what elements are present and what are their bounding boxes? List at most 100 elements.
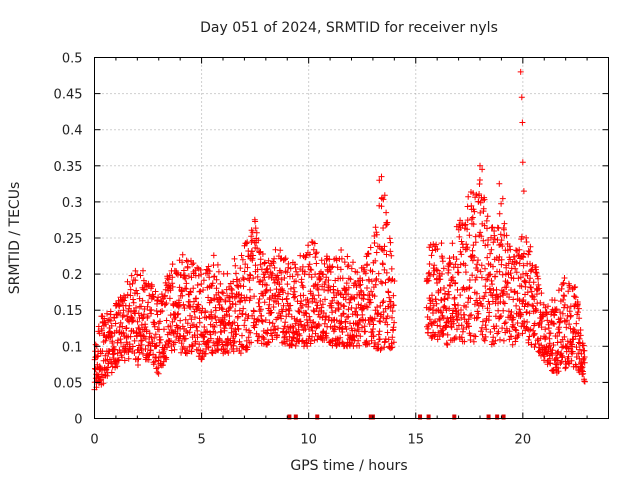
data-point [154,311,161,318]
data-point [435,307,442,313]
data-point [577,327,584,333]
data-point [371,293,378,300]
data-point [261,259,268,266]
data-point [580,370,587,377]
data-point [496,180,503,187]
zero-marker [418,414,423,420]
data-point [232,301,239,308]
data-point [284,269,291,276]
x-tick-label: 5 [197,433,205,448]
data-point [482,333,489,340]
data-point [216,301,223,308]
data-point [185,258,191,265]
data-point [195,301,202,308]
data-point [279,308,286,315]
data-point [508,309,515,315]
data-point [231,319,238,326]
data-point [490,334,497,341]
data-point [151,323,158,330]
axis-ticks [94,57,609,419]
data-point [237,282,244,289]
data-point [182,335,189,342]
data-point [220,290,227,297]
data-point [389,314,395,321]
data-point [440,314,447,321]
data-point [553,361,560,368]
data-point [204,328,211,335]
data-point [313,249,320,256]
data-point [507,270,514,277]
data-point [567,313,574,320]
data-point [446,255,453,262]
data-point [179,292,186,299]
data-point [240,305,247,312]
data-point [132,277,139,284]
data-point [390,324,397,331]
data-point [164,344,171,351]
data-point [495,307,502,314]
data-point [575,339,582,346]
data-point [241,322,248,329]
data-point [262,317,269,323]
data-point [161,326,167,333]
data-point [142,335,149,342]
data-point [145,299,152,306]
data-point [466,284,473,291]
data-point [350,259,356,266]
data-point [345,313,352,320]
data-point [286,333,293,340]
data-point [513,247,519,254]
data-point [502,319,509,326]
data-point [380,298,387,305]
data-point [293,278,299,285]
data-point [177,317,184,324]
data-point [518,94,525,101]
data-point [561,293,568,300]
data-point [271,323,278,330]
data-point [240,283,247,290]
data-point [296,309,303,315]
data-point [333,317,340,324]
data-point [484,225,490,232]
data-point [558,285,565,292]
data-point [566,321,573,328]
data-point [341,303,348,310]
data-point [477,209,484,216]
data-point [248,339,255,346]
data-point [292,342,299,349]
data-point [212,329,219,336]
data-point [265,338,272,345]
data-point [198,271,205,278]
data-point [520,262,527,269]
data-point [507,246,514,253]
data-point [475,310,482,317]
data-point [254,245,261,252]
data-point [198,281,205,287]
data-point [386,235,393,242]
data-point [496,314,503,321]
data-point [291,294,297,301]
data-point [445,267,452,273]
data-point [550,320,556,327]
data-point [247,329,254,336]
data-point [243,240,250,247]
data-point [527,284,534,291]
data-point [150,351,157,358]
data-point [379,280,386,287]
data-point [500,288,507,295]
data-point [501,300,508,307]
data-point [305,299,312,306]
data-point [430,319,437,326]
zero-marker [486,414,491,420]
data-point [283,306,289,313]
data-point [514,290,521,297]
data-point [572,333,579,340]
data-point [313,305,320,312]
data-point [263,282,270,289]
data-point [215,268,222,275]
data-point [143,327,150,333]
data-point [135,362,141,368]
data-point [503,264,510,271]
data-point [129,343,136,350]
data-point [458,251,465,258]
